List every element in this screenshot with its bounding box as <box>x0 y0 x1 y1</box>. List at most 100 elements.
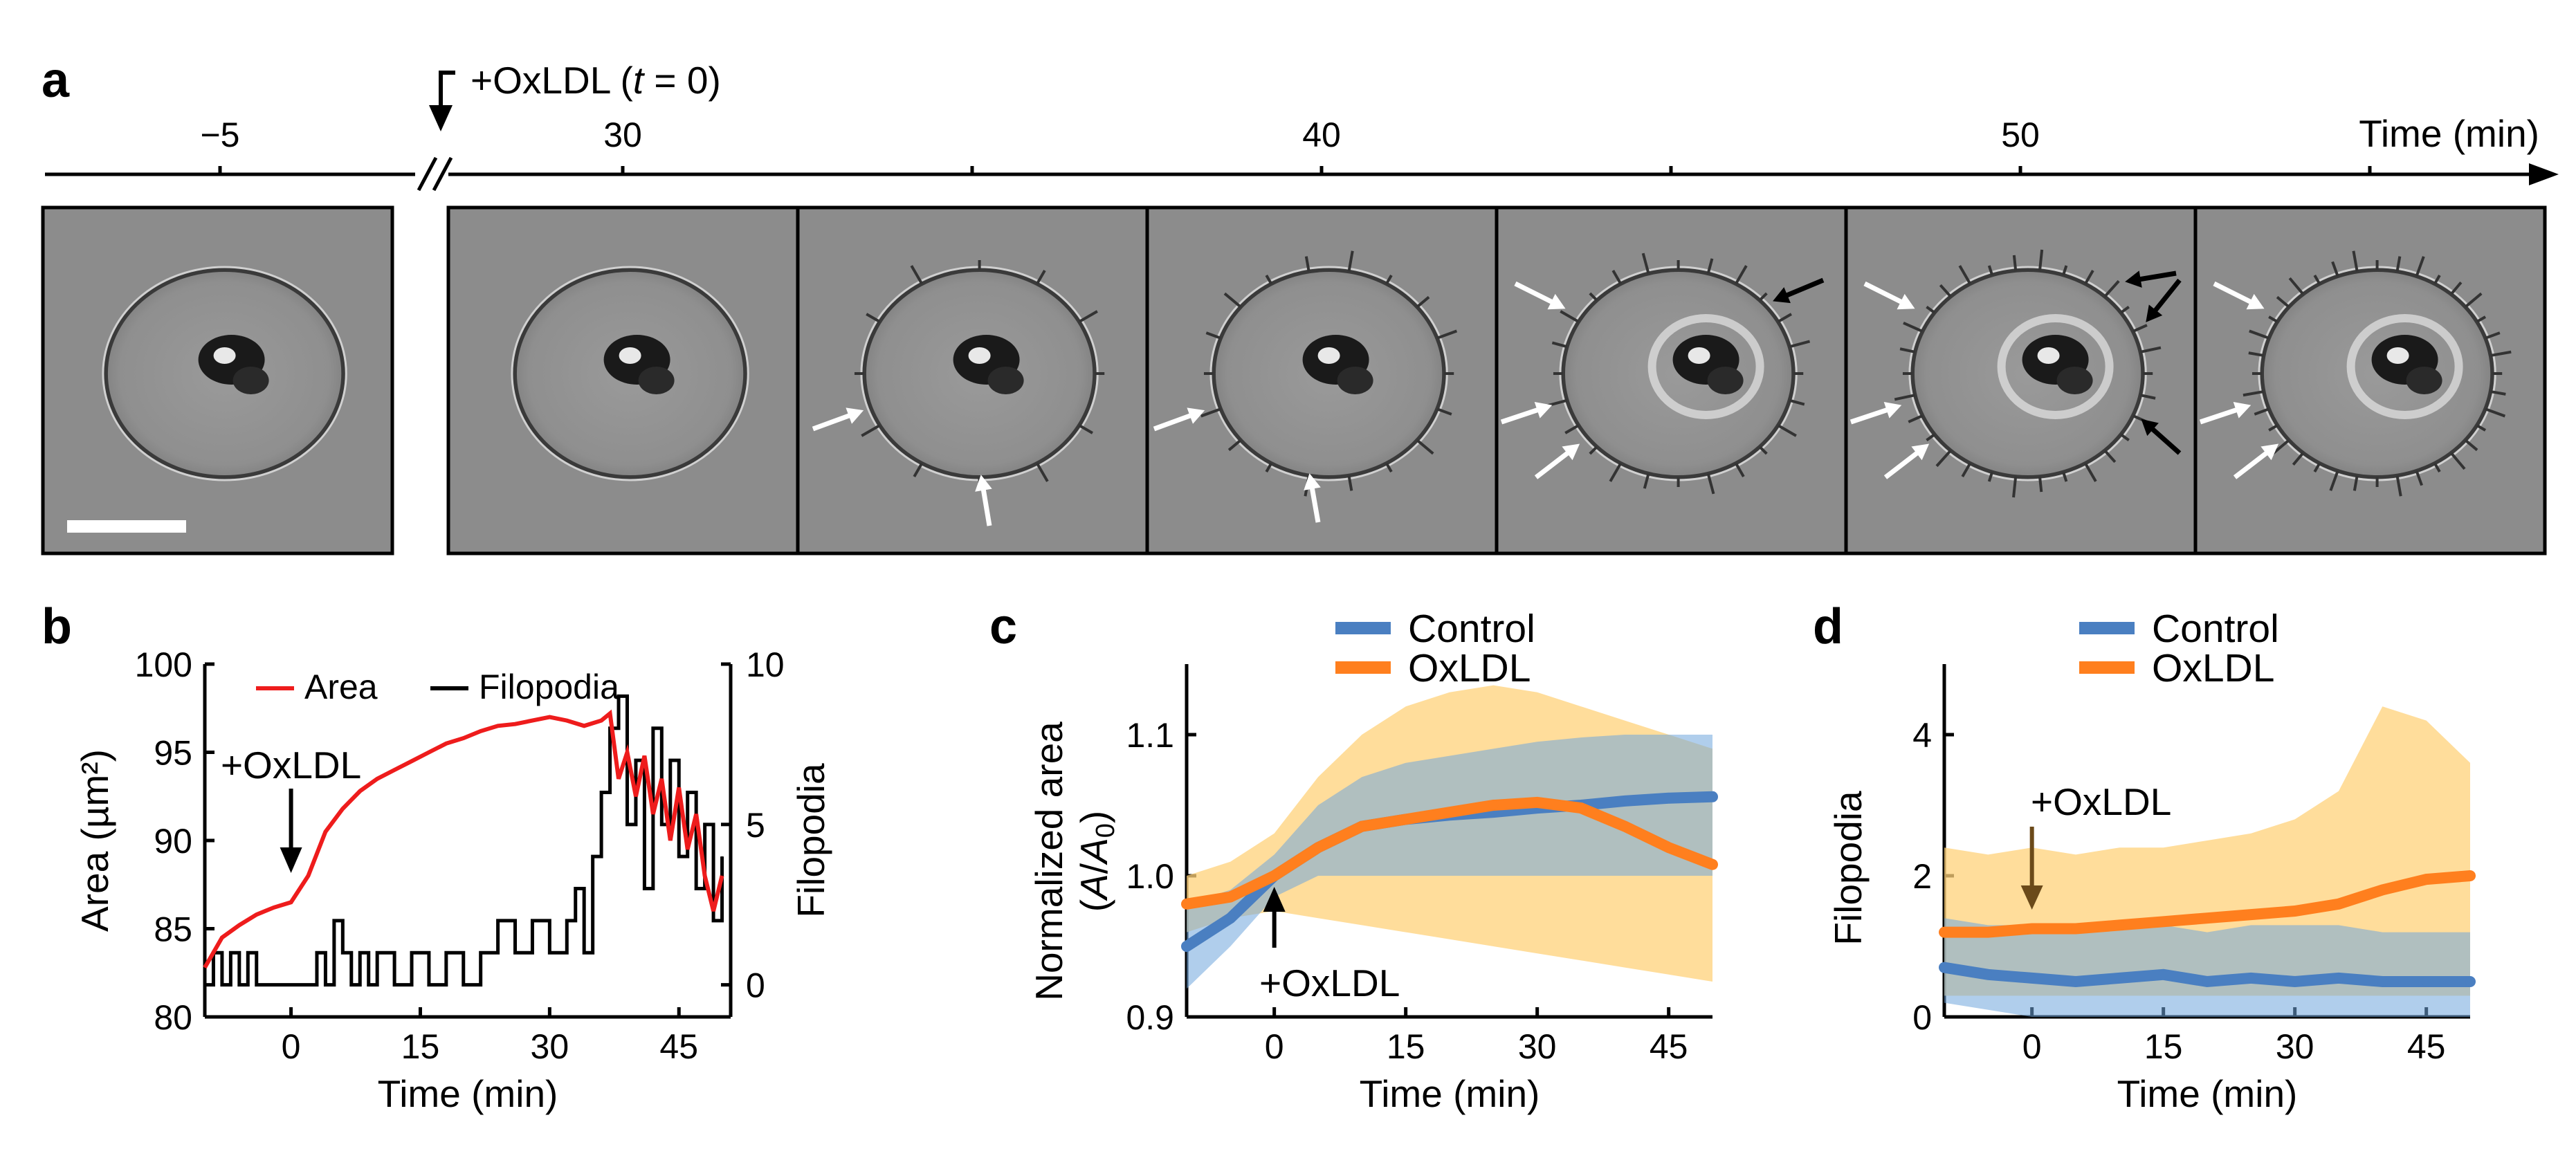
filopodium <box>2038 249 2044 271</box>
filopodium <box>1958 265 1972 285</box>
data-point-area <box>643 755 645 757</box>
nucleus-highlight <box>619 347 641 364</box>
data-point-oxldl <box>1313 843 1323 853</box>
filopodium <box>2395 475 2402 497</box>
filopodium <box>2464 292 2483 309</box>
data-point-oxldl <box>1532 797 1542 807</box>
filopodium <box>1200 407 1221 418</box>
data-point-control <box>2202 977 2212 986</box>
white-arrow <box>1863 281 1908 307</box>
black-arrow <box>2134 270 2177 283</box>
x-tick-label: 45 <box>1650 1027 1688 1066</box>
x-tick-label: 15 <box>1387 1027 1425 1066</box>
nucleus-highlight <box>2386 347 2409 364</box>
black-arrowhead <box>2125 270 2142 288</box>
timeline-label: Time (min) <box>2359 112 2539 155</box>
filopodium <box>2132 324 2148 333</box>
filopodium <box>1416 295 1430 309</box>
data-point-filopodia <box>221 984 223 986</box>
filopodium <box>2353 475 2359 491</box>
filopodium <box>913 462 924 477</box>
filopodium <box>2450 281 2463 295</box>
x-axis-label: Time (min) <box>378 1072 558 1115</box>
nucleus-highlight <box>1688 347 1710 364</box>
data-point-filopodia <box>256 984 257 986</box>
nucleus-highlight <box>968 347 991 364</box>
filopodium <box>2292 452 2305 466</box>
nucleus-highlight <box>1317 347 1340 364</box>
data-point-oxldl <box>2465 871 2475 881</box>
filopodium <box>1926 433 1935 442</box>
filopodium <box>1987 472 1994 482</box>
timeline-axis: −5 30 40 50 Time (min) <box>45 112 2559 192</box>
data-point-control <box>2027 973 2037 983</box>
data-point-oxldl <box>1445 807 1454 818</box>
microscopy-frames <box>41 205 2547 555</box>
y-axis-label-ratio: (A/A0) <box>1072 811 1120 912</box>
y-tick-label: 0 <box>1912 998 1932 1037</box>
cell-nucleus <box>232 367 269 394</box>
black-arrowhead <box>1773 287 1791 304</box>
filopodium <box>1560 310 1580 323</box>
treatment-marker: +OxLDL (t = 0) <box>429 59 721 131</box>
treatment-label: +OxLDL (t = 0) <box>471 59 721 102</box>
data-point-filopodia <box>704 824 706 825</box>
y-axis-label-part: A <box>1072 838 1115 865</box>
filopodium <box>1643 473 1650 489</box>
x-tick-label: 15 <box>401 1027 440 1066</box>
white-arrow <box>980 484 992 526</box>
filopodium <box>2012 476 2018 498</box>
filopodium <box>2062 472 2068 482</box>
data-point-oxldl <box>1663 843 1674 853</box>
x-tick-label: 30 <box>1518 1027 1557 1066</box>
data-point-area <box>713 910 714 912</box>
panel-b-letter: b <box>42 599 72 654</box>
filopodium <box>1385 462 1393 473</box>
white-arrow <box>1308 482 1321 523</box>
black-arrow <box>2146 423 2182 455</box>
nucleus-bright-ring <box>2346 314 2463 419</box>
data-point-oxldl <box>1357 821 1367 832</box>
filopodium <box>1385 274 1393 285</box>
data-point-filopodia <box>394 984 395 986</box>
filopodium <box>2012 255 2018 271</box>
nucleus-bright-ring <box>1647 314 1764 419</box>
data-point-area <box>463 737 464 739</box>
legend-label-oxldl: OxLDL <box>2152 646 2274 690</box>
cell-nucleus <box>2406 367 2442 394</box>
x-tick-label: 0 <box>282 1027 301 1066</box>
cell-halo <box>511 266 749 481</box>
data-point-control <box>1620 796 1630 806</box>
filopodium <box>2103 450 2117 463</box>
filopodium <box>1589 292 1598 302</box>
data-point-oxldl <box>1939 927 1949 937</box>
filopodium <box>2254 407 2269 416</box>
y-axis-label: Filopodia <box>1827 791 1870 946</box>
data-point-filopodia <box>325 984 326 986</box>
filopodium <box>861 424 881 437</box>
filopodium <box>1706 473 1715 495</box>
y-tick-label: 0.9 <box>1126 998 1174 1037</box>
annotation-arrowhead <box>2020 885 2043 910</box>
annotation-arrowhead <box>280 847 302 873</box>
white-arrowhead <box>1883 401 1902 419</box>
data-point-area <box>635 796 637 797</box>
data-point-filopodia <box>695 888 697 890</box>
data-point-oxldl <box>2377 885 2388 895</box>
panel-a-letter: a <box>42 53 70 108</box>
data-point-area <box>273 907 275 908</box>
cell-nucleus <box>638 367 675 394</box>
panel-c-chart: 0 15 30 45 0.9 1.0 1.1 Time (min) Normalized are… <box>1027 607 1718 1115</box>
filopodium <box>2276 295 2290 309</box>
data-point-oxldl <box>2027 924 2037 934</box>
data-point-filopodia <box>661 824 662 825</box>
white-arrowhead <box>2260 443 2279 461</box>
filopodium <box>1908 414 1924 423</box>
filopodium <box>2272 439 2290 455</box>
data-point-filopodia <box>713 920 714 921</box>
filopodium <box>1641 252 1650 274</box>
panel-d-chart: 0 15 30 45 0 2 4 Time (min) Filopodia ControlOxLD… <box>1827 607 2476 1115</box>
filopodium <box>1078 424 1093 434</box>
filopodium <box>1987 265 1994 275</box>
